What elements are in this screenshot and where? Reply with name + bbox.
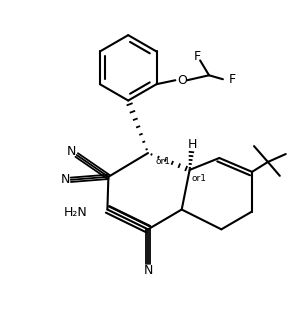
Text: or1: or1 <box>192 174 207 183</box>
Text: H: H <box>188 138 197 151</box>
Text: or1: or1 <box>156 157 171 167</box>
Text: H₂N: H₂N <box>64 206 88 219</box>
Text: F: F <box>194 50 201 63</box>
Text: O: O <box>177 74 187 87</box>
Text: N: N <box>61 173 70 186</box>
Text: N: N <box>67 144 76 158</box>
Text: N: N <box>143 264 153 277</box>
Text: F: F <box>229 73 236 86</box>
